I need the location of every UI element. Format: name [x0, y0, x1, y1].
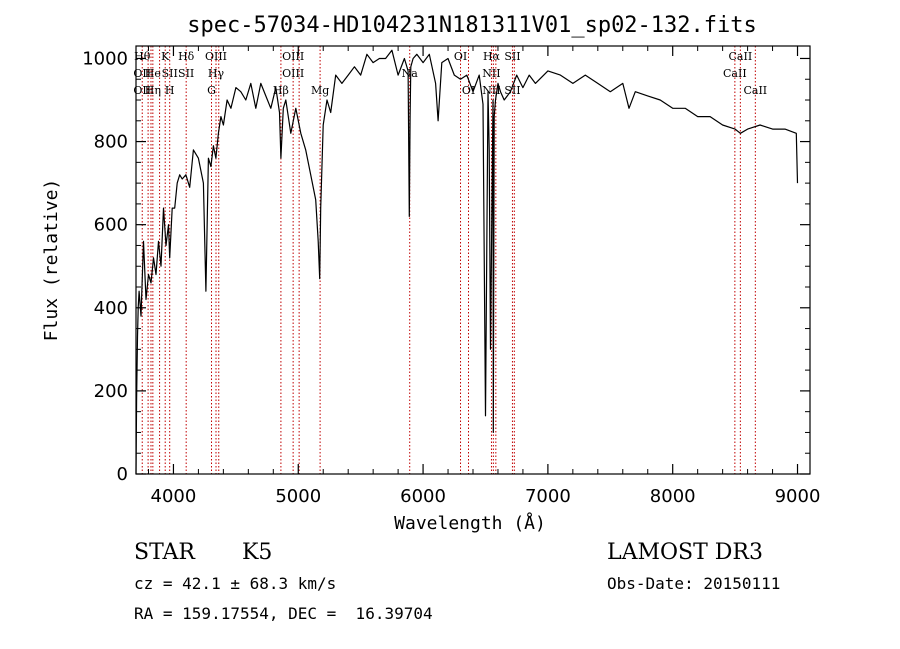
marker-label: SII — [178, 67, 194, 80]
plot-frame — [135, 45, 811, 475]
marker-label: K — [161, 50, 170, 63]
marker-label: Hα — [483, 50, 501, 63]
spectral-line-labels: HθOIIOIIHeHηKSIIHHδSIIGOIIIHγHβOIIIOIIIM… — [133, 50, 767, 97]
marker-label: OIII — [205, 50, 227, 63]
y-axis-label: Flux (relative) — [41, 179, 62, 342]
y-tick-label: 0 — [117, 464, 128, 485]
x-tick-label: 4000 — [151, 486, 197, 507]
object-subclass: K5 — [242, 540, 273, 565]
x-axis-label: Wavelength (Å) — [394, 512, 546, 534]
object-class: STAR — [134, 540, 195, 565]
chart-title: spec-57034-HD104231N181311V01_sp02-132.f… — [187, 13, 757, 38]
redshift-cz: cz = 42.1 ± 68.3 km/s — [134, 574, 337, 593]
marker-label: OII — [133, 84, 151, 97]
survey-name: LAMOST DR3 — [607, 540, 763, 565]
x-tick-label: 5000 — [275, 486, 321, 507]
marker-label: CaII — [723, 67, 747, 80]
y-tick-label: 200 — [94, 381, 128, 402]
x-tick-label: 9000 — [775, 486, 821, 507]
marker-label: OIII — [282, 50, 304, 63]
marker-label: SII — [504, 50, 520, 63]
marker-label: SII — [162, 67, 178, 80]
marker-label: Mg — [311, 84, 329, 97]
x-tick-label: 6000 — [400, 486, 446, 507]
marker-label: OI — [454, 50, 467, 63]
y-tick-label: 1000 — [82, 48, 128, 69]
marker-label: G — [207, 84, 216, 97]
marker-label: He — [145, 67, 161, 80]
spectral-line-markers — [141, 46, 756, 474]
x-axis-ticks: 4000 5000 6000 7000 8000 9000 — [147, 46, 821, 507]
observation-date: Obs-Date: 20150111 — [607, 574, 781, 593]
marker-label: OIII — [282, 67, 304, 80]
marker-label: OII — [133, 67, 151, 80]
marker-label: CaII — [743, 84, 767, 97]
marker-label: Hδ — [178, 50, 195, 63]
marker-label: NII — [482, 67, 500, 80]
marker-label: Na — [402, 67, 419, 80]
marker-label: Hγ — [208, 67, 225, 80]
marker-label: Hη — [145, 84, 161, 97]
y-tick-label: 800 — [94, 132, 128, 153]
spectrum-line — [135, 49, 799, 475]
ra-dec-coordinates: RA = 159.17554, DEC = 16.39704 — [134, 604, 433, 623]
marker-label: CaII — [729, 50, 753, 63]
x-tick-label: 7000 — [525, 486, 571, 507]
y-tick-label: 600 — [94, 215, 128, 236]
marker-label: H — [165, 84, 175, 97]
x-tick-label: 8000 — [650, 486, 696, 507]
marker-label: Hθ — [134, 50, 151, 63]
y-tick-label: 400 — [94, 298, 128, 319]
y-axis-ticks: 0 200 400 600 800 1000 — [82, 48, 810, 485]
